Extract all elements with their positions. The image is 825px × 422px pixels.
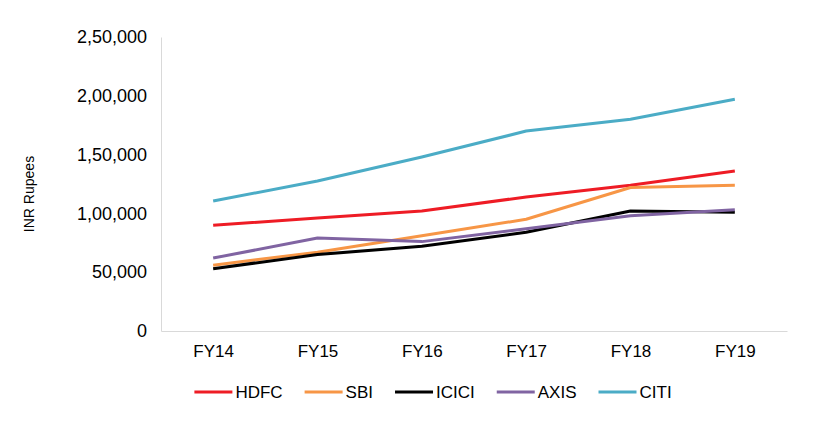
y-tick-label: 1,50,000 <box>77 145 147 165</box>
y-tick: 2,00,000 <box>77 86 161 106</box>
legend-swatch <box>305 391 343 394</box>
legend-item: CITI <box>599 383 672 402</box>
series-line <box>213 185 735 265</box>
legend: HDFC SBI ICICI AXIS CITI <box>194 383 671 402</box>
series-line <box>213 171 735 225</box>
y-axis-title: INR Rupees <box>21 156 37 232</box>
x-tick: FY19 <box>715 331 756 361</box>
y-tick: 2,50,000 <box>77 27 161 47</box>
legend-item: HDFC <box>194 383 282 402</box>
legend-label: ICICI <box>436 383 475 402</box>
y-tick-label: 2,50,000 <box>77 27 147 47</box>
chart: 0 50,000 1,00,000 1,50,000 2,00,000 2,50,000 F… <box>0 0 825 422</box>
x-tick-label: FY17 <box>506 342 547 361</box>
y-tick-label: 1,00,000 <box>77 204 147 224</box>
y-tick: 1,50,000 <box>77 145 161 165</box>
legend-item: ICICI <box>395 383 475 402</box>
lines <box>213 99 735 268</box>
x-tick-label: FY19 <box>715 342 756 361</box>
x-tick-label: FY16 <box>402 342 443 361</box>
series-line <box>213 210 735 258</box>
x-tick-label: FY15 <box>298 342 339 361</box>
y-axis: 0 50,000 1,00,000 1,50,000 2,00,000 2,50,000 <box>77 27 162 341</box>
legend-label: SBI <box>346 383 373 402</box>
x-tick: FY15 <box>298 331 339 361</box>
y-tick-label: 50,000 <box>92 262 147 282</box>
y-tick-label: 0 <box>137 321 147 341</box>
legend-swatch <box>194 391 232 394</box>
y-tick: 1,00,000 <box>77 204 161 224</box>
x-tick: FY18 <box>611 331 652 361</box>
x-tick: FY14 <box>193 331 234 361</box>
y-tick: 0 <box>137 321 161 341</box>
y-tick-label: 2,00,000 <box>77 86 147 106</box>
legend-label: CITI <box>640 383 672 402</box>
x-axis: FY14 FY15 FY16 FY17 FY18 FY19 <box>162 331 788 361</box>
x-axis-line <box>162 331 788 332</box>
legend-label: HDFC <box>235 383 282 402</box>
y-axis-line <box>161 38 162 332</box>
legend-item: SBI <box>305 383 373 402</box>
legend-swatch <box>599 391 637 394</box>
legend-swatch <box>395 391 433 394</box>
legend-swatch <box>497 391 535 394</box>
x-tick-label: FY14 <box>193 342 234 361</box>
x-tick: FY16 <box>402 331 443 361</box>
y-tick: 50,000 <box>92 262 161 282</box>
x-tick-label: FY18 <box>611 342 652 361</box>
legend-item: AXIS <box>497 383 577 402</box>
plot: 0 50,000 1,00,000 1,50,000 2,00,000 2,50,000 F… <box>77 27 788 361</box>
x-tick: FY17 <box>506 331 547 361</box>
legend-label: AXIS <box>538 383 577 402</box>
series-line <box>213 99 735 201</box>
series-line <box>213 211 735 269</box>
